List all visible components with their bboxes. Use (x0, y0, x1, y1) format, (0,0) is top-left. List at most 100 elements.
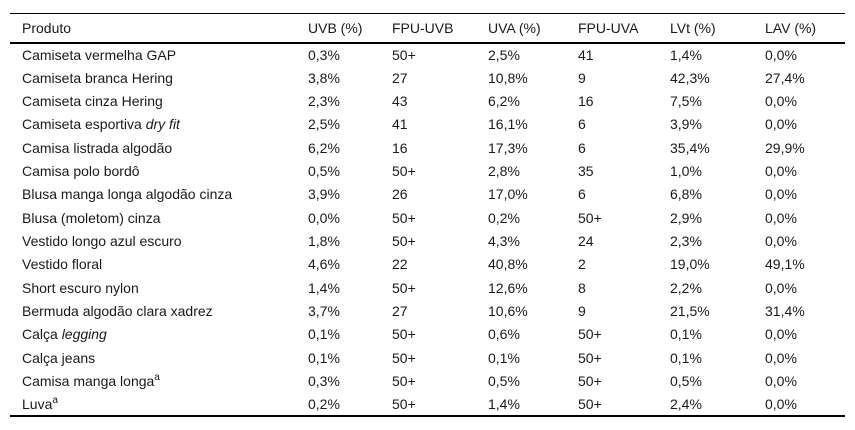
value-cell: 7,5% (670, 92, 702, 109)
product-name-segment: Short escuro nylon (22, 279, 139, 296)
value-cell: 1,4% (308, 279, 340, 296)
table-row: Vestido longo azul escuro 1,8% 50+ 4,3% 24 2,… (10, 229, 845, 252)
table-row: Camisa listrada algodão 6,2% 16 17,3% 6 35,4%… (10, 136, 845, 159)
column-header: UVB (%) (308, 19, 363, 36)
value-cell: 50+ (578, 349, 602, 366)
value-cell: 50+ (392, 46, 416, 63)
value-cell: 2,8% (488, 162, 520, 179)
table-row: Camiseta vermelha GAP 0,3% 50+ 2,5% 41 1,4% 0,… (10, 43, 845, 66)
value-cell: 0,0% (765, 232, 797, 249)
table-header: Produto UVB (%) FPU-UVB UVA (%) FPU-UVA LVt (… (10, 14, 845, 43)
column-header: LVt (%) (670, 19, 716, 36)
value-cell: 42,3% (670, 69, 710, 86)
product-cell: Camiseta branca Hering (10, 66, 308, 89)
product-cell: Camisa listrada algodão (10, 136, 308, 159)
value-cell: 6,8% (670, 186, 702, 203)
value-cell: 50+ (578, 209, 602, 226)
value-cell: 50+ (392, 162, 416, 179)
value-cell: 0,1% (308, 326, 340, 343)
value-cell: 50+ (392, 232, 416, 249)
product-cell: Camiseta esportiva dry fit (10, 113, 308, 136)
product-name-segment: legging (61, 326, 107, 343)
product-cell: Short escuro nylon (10, 276, 308, 299)
product-cell: Camiseta vermelha GAP (10, 43, 308, 66)
value-cell: 16 (578, 92, 594, 109)
table-row: Blusa (moletom) cinza 0,0% 50+ 0,2% 50+ 2,9% 0… (10, 206, 845, 229)
value-cell: 17,0% (488, 186, 528, 203)
value-cell: 16,1% (488, 116, 528, 133)
value-cell: 24 (578, 232, 594, 249)
value-cell: 0,1% (670, 349, 702, 366)
value-cell: 43 (392, 92, 408, 109)
product-name-segment: Luva (22, 395, 53, 412)
table-row: Calça jeans 0,1% 50+ 0,1% 50+ 0,1% 0,0% (10, 346, 845, 369)
value-cell: 0,2% (488, 209, 520, 226)
product-name-segment: Bermuda algodão clara xadrez (22, 302, 213, 319)
table-row: Blusa manga longa algodão cinza 3,9% 26 17,… (10, 183, 845, 206)
table-body: Camiseta vermelha GAP 0,3% 50+ 2,5% 41 1,4% 0,… (10, 43, 845, 417)
value-cell: 0,1% (488, 349, 520, 366)
value-cell: 0,3% (308, 372, 340, 389)
value-cell: 4,3% (488, 232, 520, 249)
value-cell: 0,5% (670, 372, 702, 389)
column-header: Produto (22, 19, 72, 36)
product-cell: Luvaa (10, 393, 308, 416)
table-row: Luvaa 0,2% 50+ 1,4% 50+ 2,4% 0,0% (10, 393, 845, 416)
value-cell: 3,7% (308, 302, 340, 319)
value-cell: 4,6% (308, 256, 340, 273)
column-header: UVA (%) (488, 19, 541, 36)
table-row: Calça legging 0,1% 50+ 0,6% 50+ 0,1% 0,0% (10, 323, 845, 346)
value-cell: 50+ (578, 395, 602, 412)
product-name-segment: Camiseta vermelha GAP (22, 46, 177, 63)
value-cell: 0,1% (308, 349, 340, 366)
value-cell: 50+ (392, 372, 416, 389)
value-cell: 21,5% (670, 302, 710, 319)
column-header: LAV (%) (765, 19, 817, 36)
value-cell: 9 (578, 69, 586, 86)
value-cell: 1,8% (308, 232, 340, 249)
table-row: Vestido floral 4,6% 22 40,8% 2 19,0% 49,1% (10, 253, 845, 276)
value-cell: 26 (392, 186, 408, 203)
value-cell: 10,6% (488, 302, 528, 319)
value-cell: 0,5% (488, 372, 520, 389)
value-cell: 0,0% (765, 162, 797, 179)
value-cell: 1,4% (488, 395, 520, 412)
column-header: FPU-UVB (392, 19, 454, 36)
value-cell: 1,4% (670, 46, 702, 63)
value-cell: 6 (578, 186, 586, 203)
product-cell: Bermuda algodão clara xadrez (10, 299, 308, 322)
value-cell: 0,0% (765, 209, 797, 226)
value-cell: 8 (578, 279, 586, 296)
uv-protection-table: Produto UVB (%) FPU-UVB UVA (%) FPU-UVA LVt (… (10, 13, 845, 417)
product-cell: Calça legging (10, 323, 308, 346)
table-row: Short escuro nylon 1,4% 50+ 12,6% 8 2,2% 0,0% (10, 276, 845, 299)
value-cell: 31,4% (765, 302, 805, 319)
value-cell: 0,0% (765, 395, 797, 412)
value-cell: 49,1% (765, 256, 805, 273)
value-cell: 2,2% (670, 279, 702, 296)
table-row: Camisa manga longaa 0,3% 50+ 0,5% 50+ 0,5% 0,0… (10, 369, 845, 392)
value-cell: 6,2% (488, 92, 520, 109)
value-cell: 16 (392, 139, 408, 156)
value-cell: 9 (578, 302, 586, 319)
product-cell: Camisa polo bordô (10, 159, 308, 182)
product-cell: Camiseta cinza Hering (10, 89, 308, 112)
product-name-segment: Calça (22, 326, 62, 343)
table-row: Camiseta branca Hering 3,8% 27 10,8% 9 42,3% 2… (10, 66, 845, 89)
header-row: Produto UVB (%) FPU-UVB UVA (%) FPU-UVA LVt (… (10, 14, 845, 43)
product-name-segment: dry fit (145, 116, 180, 133)
value-cell: 0,0% (765, 186, 797, 203)
value-cell: 0,3% (308, 46, 340, 63)
value-cell: 2,4% (670, 395, 702, 412)
value-cell: 3,8% (308, 69, 340, 86)
footnote-marker: a (52, 394, 58, 406)
value-cell: 29,9% (765, 139, 805, 156)
value-cell: 0,0% (765, 279, 797, 296)
product-name-segment: Camisa listrada algodão (22, 139, 173, 156)
product-cell: Camisa manga longaa (10, 369, 308, 392)
value-cell: 41 (578, 46, 594, 63)
value-cell: 22 (392, 256, 408, 273)
value-cell: 12,6% (488, 279, 528, 296)
product-cell: Vestido longo azul escuro (10, 229, 308, 252)
